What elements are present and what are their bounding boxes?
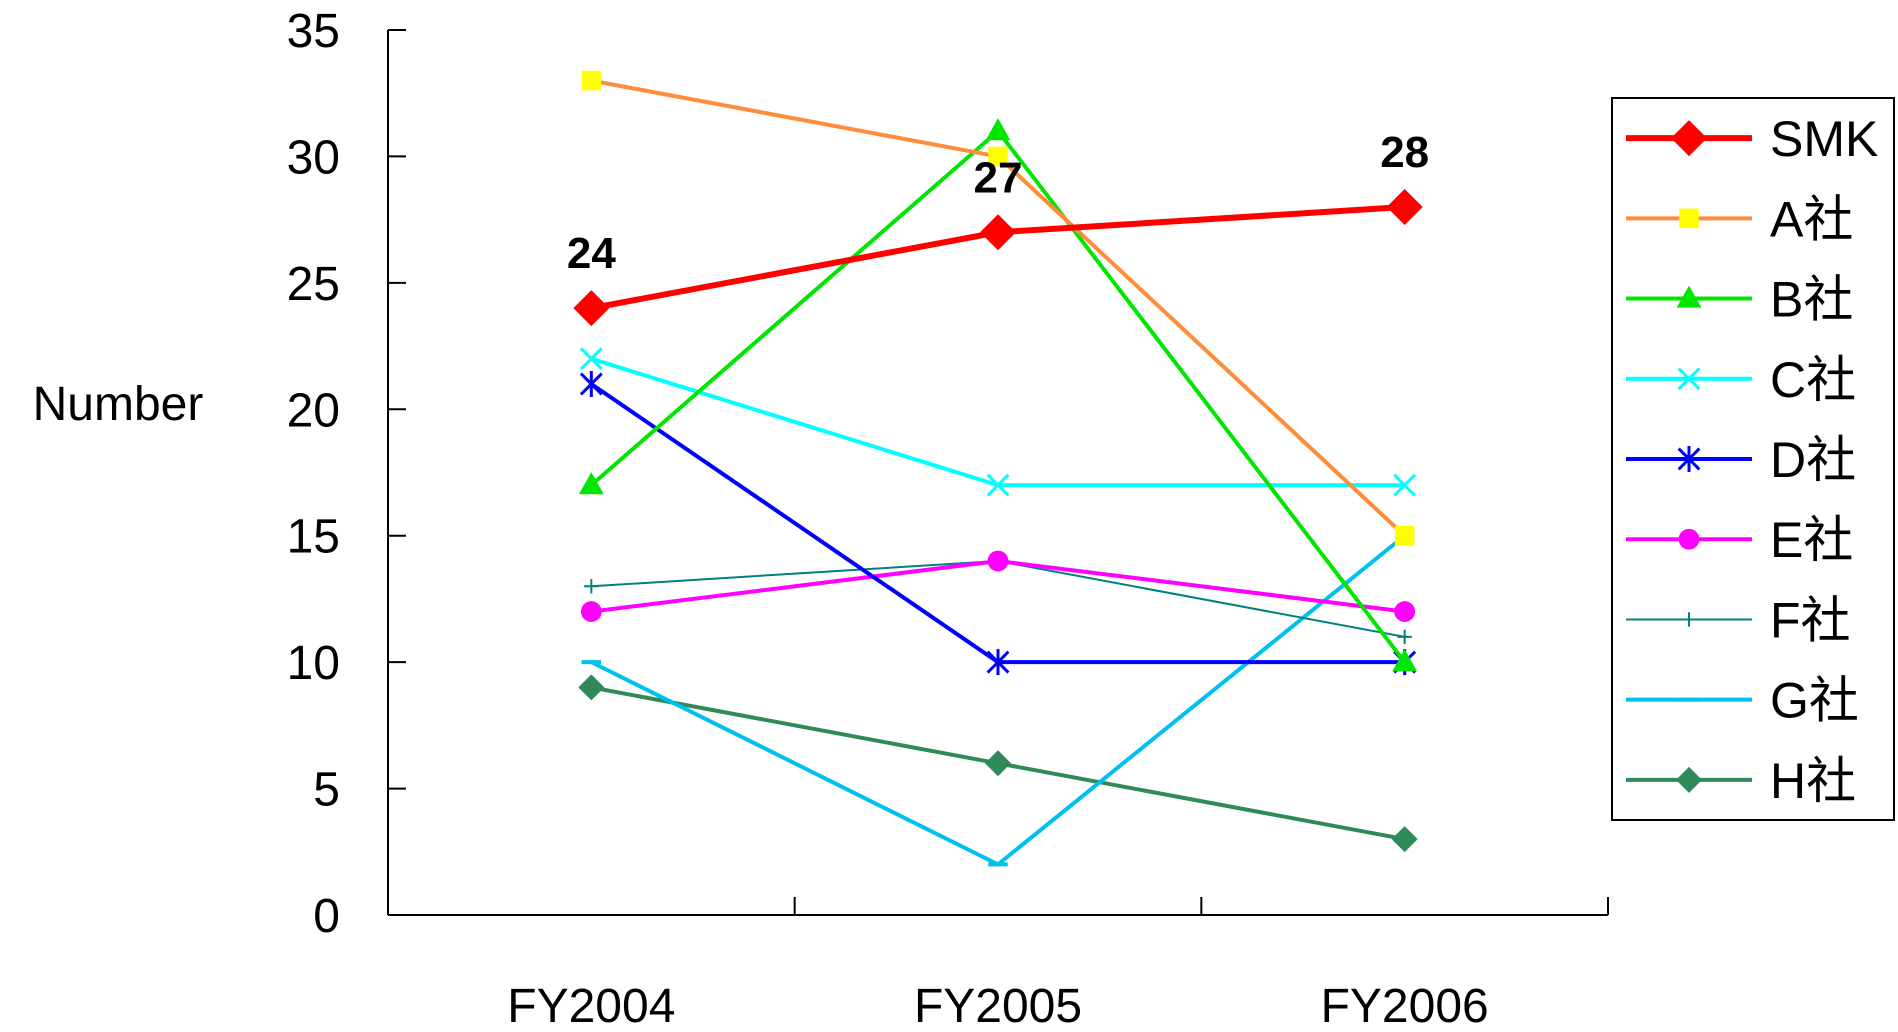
legend-item: D社 [1626,432,1856,488]
data-point [1397,629,1412,645]
y-tick-label: 30 [287,131,340,184]
series-2 [581,70,1415,546]
legend-item: C社 [1626,352,1856,408]
legend-marker [1679,208,1699,229]
data-labels: 24 27 28 [567,128,1429,278]
legend-label: A社 [1770,191,1853,247]
data-point [985,118,1011,141]
series-8 [581,533,1415,867]
legend-label: SMK [1770,111,1878,167]
y-tick-label: 35 [287,5,340,58]
data-point [579,347,603,371]
legend-label: G社 [1770,673,1859,729]
data-point [573,290,610,327]
legend-marker [1677,446,1701,472]
x-tick-label: FY2006 [1321,980,1489,1032]
data-point [1392,649,1418,672]
data-point [584,579,599,594]
series-line [591,559,1405,638]
data-point [1386,189,1423,225]
data-point [1393,473,1417,497]
y-tick-label: 0 [313,890,340,943]
series-line [590,382,1405,665]
data-point [980,214,1016,251]
y-tick-label: 10 [287,637,340,690]
legend-label: H社 [1770,753,1856,809]
series-6 [580,550,1416,622]
legend-item: F社 [1626,592,1851,648]
series-3 [578,118,1418,672]
y-tick-label: 25 [287,258,340,311]
data-point [1391,826,1418,853]
data-point [986,473,1010,497]
data-point [985,750,1011,777]
legend-label: D社 [1770,432,1856,488]
legend-label: F社 [1770,592,1851,648]
legend-marker [1677,367,1701,391]
series-9 [578,674,1418,853]
legend-item: B社 [1626,272,1853,328]
data-point [578,472,604,495]
legend-label: E社 [1770,512,1853,568]
data-label: 28 [1380,128,1429,177]
axes: 0 5 10 15 20 25 30 35 FY2004 FY2005 FY2006 [287,5,1609,1032]
legend-marker [1676,766,1702,793]
series-layer [573,70,1423,867]
x-tick-label: FY2005 [914,980,1082,1032]
data-point [1394,525,1415,546]
data-label: 24 [567,229,616,278]
legend-label: C社 [1770,352,1856,408]
y-tick-label: 15 [287,511,340,564]
legend-marker [1681,612,1697,627]
data-point [1394,601,1416,622]
legend-marker [1678,528,1700,550]
legend-item: SMK [1626,111,1878,167]
data-point [581,70,602,91]
data-label: 27 [974,153,1023,202]
y-axis-title: Number [33,378,204,431]
legend-item: H社 [1626,753,1856,809]
legend-label: B社 [1770,272,1853,328]
data-point [578,674,605,701]
legend-item: G社 [1626,673,1859,729]
series-4 [579,347,1417,497]
series-1 [573,189,1423,327]
data-point [986,649,1010,676]
x-tick-label: FY2004 [507,980,675,1032]
legend-marker [1676,285,1702,308]
legend-item: E社 [1626,512,1853,568]
legend-item: A社 [1626,191,1853,247]
legend: SMK A社 B社 C社 D社 E社 F社 G社 H社 [1611,97,1895,821]
data-point [580,601,602,622]
legend-marker [1671,120,1707,157]
y-tick-label: 20 [287,384,340,437]
y-tick-label: 5 [313,764,340,817]
data-point [987,550,1009,572]
data-point [988,146,1008,167]
data-point [579,371,603,397]
